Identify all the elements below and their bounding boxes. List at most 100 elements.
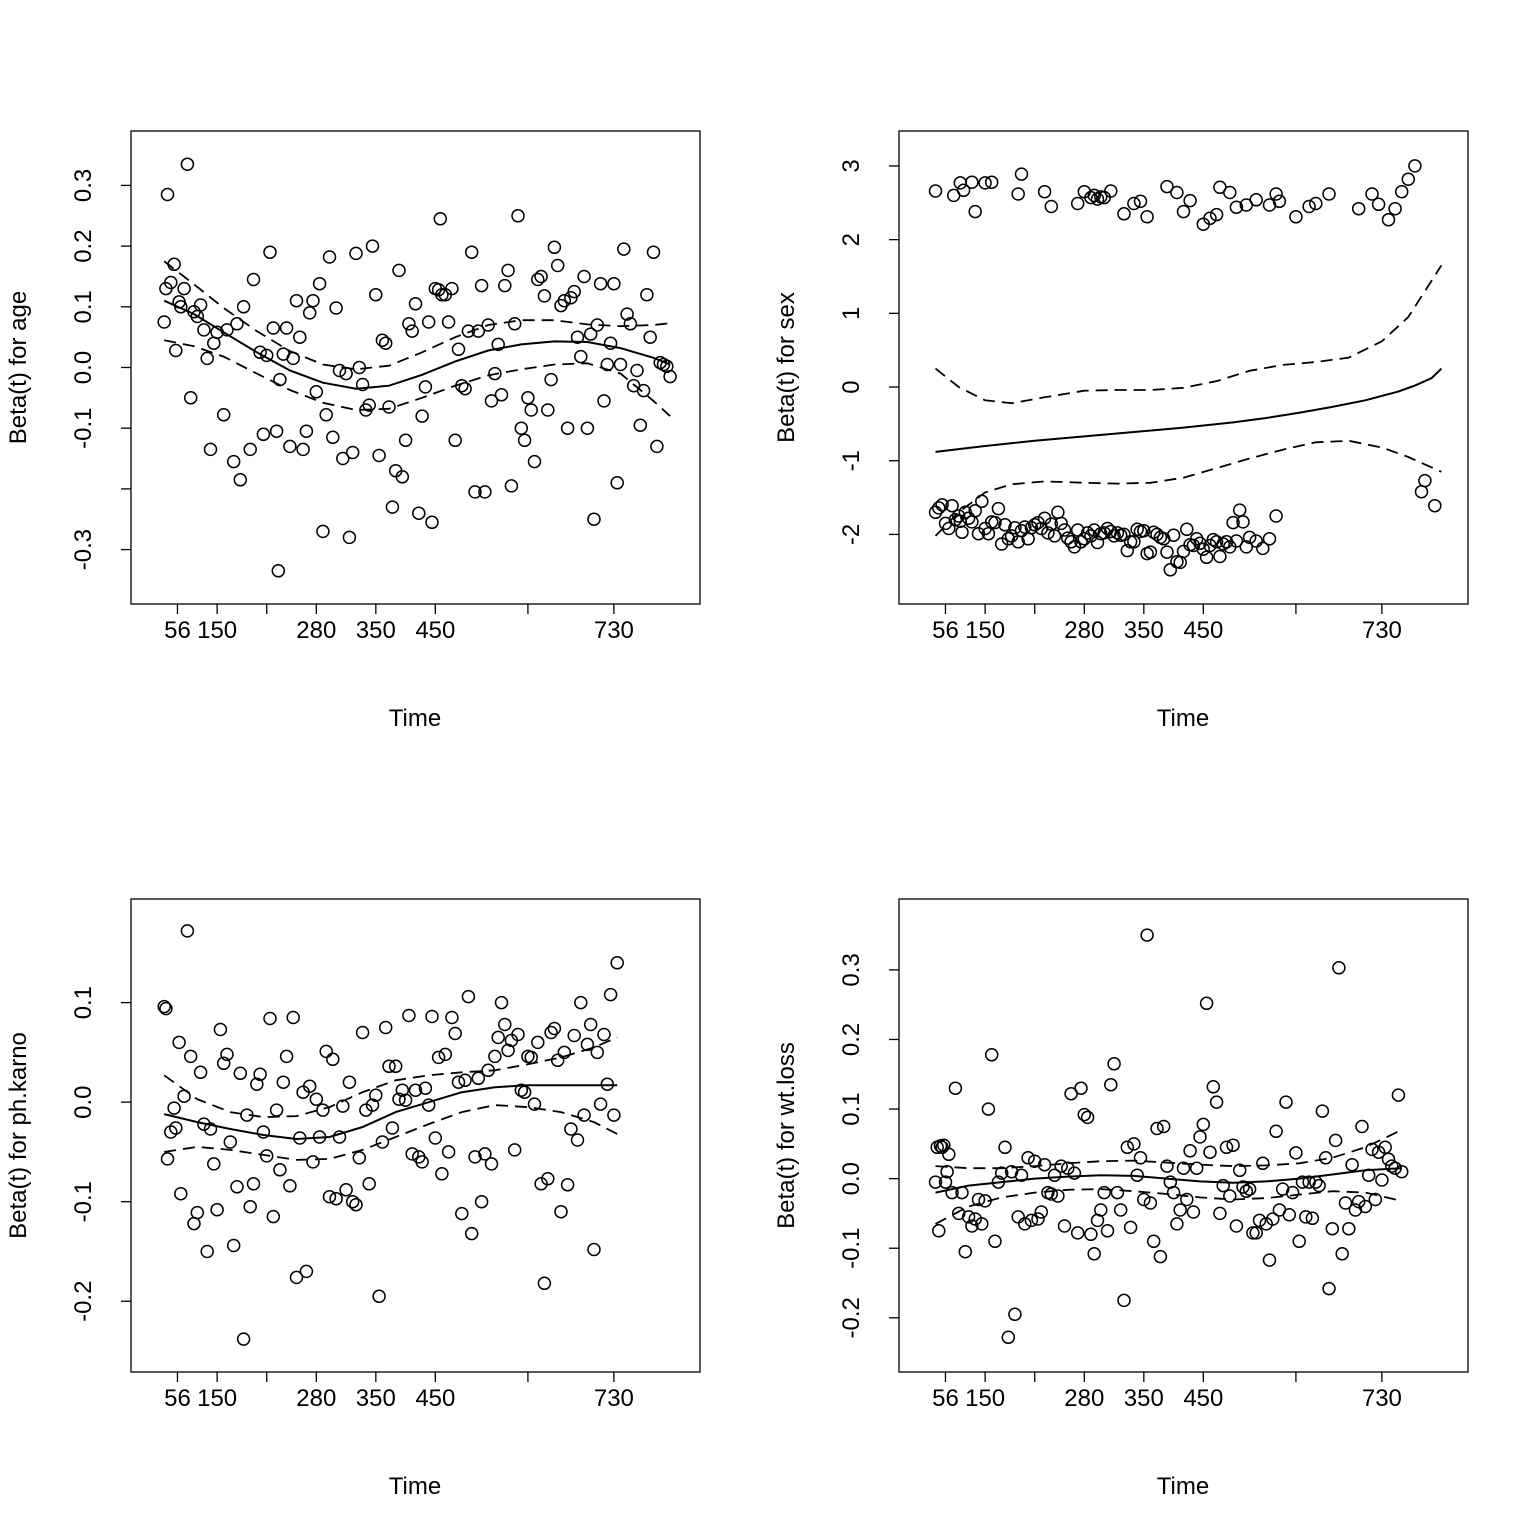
upper-confidence-band (163, 1036, 618, 1119)
data-point (1256, 1156, 1270, 1171)
data-point (464, 1226, 479, 1241)
data-point (1001, 532, 1016, 546)
data-point (1011, 1210, 1025, 1224)
data-point (517, 433, 532, 448)
data-point (928, 184, 943, 198)
data-point (322, 1189, 337, 1204)
fitted-line (935, 1167, 1402, 1194)
x-tick-label: 150 (197, 617, 237, 644)
data-point (491, 337, 505, 352)
data-point (550, 258, 565, 273)
x-tick-label: 730 (1362, 617, 1402, 644)
data-point (1051, 505, 1065, 520)
data-point (531, 272, 545, 287)
data-point (1236, 515, 1250, 529)
data-point (326, 430, 340, 445)
data-point (1388, 1161, 1402, 1175)
data-point (501, 263, 515, 278)
x-tick-label: 56 (164, 1385, 191, 1412)
data-point (174, 300, 188, 314)
data-point (461, 989, 476, 1004)
data-point (216, 1056, 231, 1071)
data-point (349, 246, 363, 261)
data-point (1381, 1152, 1396, 1166)
data-point (1229, 534, 1244, 548)
data-point (236, 1332, 251, 1346)
data-point (283, 439, 297, 454)
data-point (216, 408, 231, 422)
data-point (1127, 535, 1141, 549)
data-point (1252, 1213, 1267, 1228)
data-point (445, 1010, 459, 1025)
x-tick-label: 150 (965, 1385, 1005, 1412)
data-point (378, 1020, 393, 1035)
data-point (1110, 1185, 1125, 1200)
data-point (1414, 484, 1429, 499)
data-point (607, 276, 621, 291)
data-point (1348, 1203, 1363, 1217)
data-point (1328, 1133, 1343, 1148)
data-point (1021, 1151, 1035, 1165)
data-point (587, 512, 601, 526)
data-point (309, 385, 324, 399)
data-point (511, 1027, 525, 1042)
data-point (633, 418, 648, 432)
data-point (1266, 1212, 1280, 1226)
data-point (296, 442, 310, 457)
data-point (329, 1191, 343, 1206)
data-point (210, 1202, 224, 1217)
data-point (1156, 1119, 1171, 1134)
y-tick-label: -2 (838, 524, 865, 545)
data-point (1199, 996, 1214, 1011)
data-point (451, 342, 466, 357)
data-point (1203, 211, 1217, 226)
data-point (1166, 1185, 1181, 1200)
data-point (1365, 1142, 1379, 1157)
data-point (1001, 1330, 1016, 1345)
data-point (580, 421, 595, 435)
data-point (507, 317, 522, 331)
data-point (226, 454, 241, 469)
data-point (544, 1025, 558, 1040)
data-point (1137, 1192, 1151, 1207)
data-point (998, 518, 1012, 532)
data-point (269, 424, 284, 438)
data-point (1077, 1107, 1092, 1122)
data-point (180, 157, 195, 171)
data-point (372, 1289, 386, 1304)
x-axis: 56 150 280 350 450 730 (164, 1372, 634, 1412)
data-point (1140, 210, 1154, 224)
data-point (448, 1026, 462, 1041)
data-point (200, 351, 214, 366)
data-point (1037, 1157, 1052, 1172)
data-point (1067, 1166, 1082, 1180)
fitted-line (163, 1084, 618, 1141)
data-point (554, 1204, 568, 1219)
data-point (961, 1210, 976, 1224)
data-point (259, 1149, 274, 1163)
data-point (1034, 1205, 1049, 1219)
data-point (1044, 1187, 1059, 1201)
data-point (319, 408, 333, 422)
data-point (362, 1177, 376, 1191)
data-point (1011, 187, 1025, 201)
data-point (1008, 1307, 1022, 1322)
data-point (190, 1205, 205, 1220)
y-tick-label: -0.1 (70, 408, 97, 449)
data-point (1223, 185, 1237, 200)
plot-frame (130, 898, 701, 1373)
data-point (1315, 1104, 1330, 1118)
data-point (984, 1048, 999, 1062)
data-point (435, 287, 449, 302)
data-point (511, 209, 525, 223)
data-point (1229, 1219, 1244, 1233)
data-point (207, 336, 221, 350)
residual-points (157, 924, 624, 1346)
data-point (942, 521, 956, 536)
data-point (408, 1083, 423, 1097)
data-point (975, 494, 989, 509)
data-point (663, 369, 677, 384)
data-point (1107, 1057, 1121, 1071)
data-point (428, 1131, 443, 1145)
data-point (1279, 1095, 1293, 1109)
